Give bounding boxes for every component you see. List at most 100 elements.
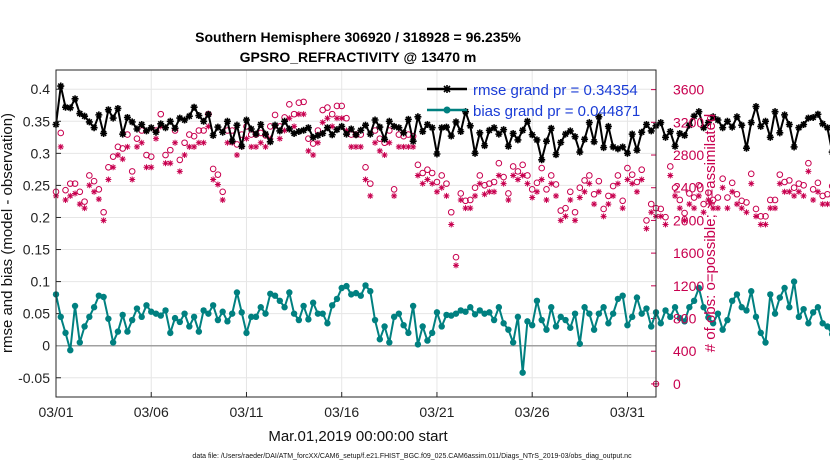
rmse-point bbox=[66, 104, 74, 112]
bias-point bbox=[300, 302, 307, 310]
assimilated-obs-point bbox=[281, 127, 288, 134]
bias-point bbox=[419, 323, 426, 330]
bias-point bbox=[728, 297, 736, 305]
possible-obs-point bbox=[809, 186, 817, 193]
rmse-point bbox=[319, 129, 327, 137]
data-file-footnote: data file: /Users/raeder/DAI/ATM_forcXX/… bbox=[192, 453, 632, 460]
assimilated-obs-point bbox=[414, 172, 421, 179]
possible-obs-point bbox=[390, 186, 398, 193]
assimilated-obs-point bbox=[62, 196, 69, 203]
rmse-point bbox=[557, 138, 565, 146]
assimilated-obs-point bbox=[343, 127, 350, 134]
bias-point bbox=[314, 310, 322, 317]
rmse-point bbox=[690, 112, 698, 120]
bias-point bbox=[662, 307, 669, 314]
rmse-point bbox=[647, 127, 655, 135]
possible-obs-point bbox=[786, 177, 793, 184]
bias-point bbox=[681, 318, 688, 325]
rmse-point bbox=[390, 122, 398, 130]
bias-point bbox=[524, 318, 531, 325]
assimilated-obs-point bbox=[200, 139, 207, 146]
rmse-point bbox=[809, 113, 817, 121]
assimilated-obs-point bbox=[519, 172, 526, 179]
bias-point bbox=[600, 304, 607, 311]
assimilated-obs-point bbox=[772, 205, 779, 212]
rmse-point bbox=[685, 121, 693, 129]
bias-point bbox=[328, 302, 336, 309]
rmse-point bbox=[109, 114, 117, 122]
bias-point bbox=[214, 316, 222, 324]
bias-point bbox=[562, 316, 569, 324]
y-left-tick-label: 0.2 bbox=[31, 209, 51, 225]
bias-point bbox=[514, 313, 522, 321]
possible-obs-point bbox=[471, 184, 479, 192]
rmse-point bbox=[495, 130, 503, 138]
possible-obs-point bbox=[495, 159, 503, 167]
possible-obs-point bbox=[195, 127, 203, 134]
assimilated-obs-point bbox=[472, 192, 479, 199]
bias-point bbox=[443, 311, 450, 319]
rmse-point bbox=[466, 122, 474, 130]
assimilated-obs-point bbox=[138, 139, 145, 146]
rmse-point bbox=[666, 128, 674, 136]
possible-obs-point bbox=[509, 163, 517, 170]
assimilated-obs-point bbox=[329, 123, 336, 130]
rmse-point bbox=[542, 137, 550, 145]
bias-point bbox=[790, 278, 798, 285]
legend-bias-marker bbox=[443, 106, 451, 114]
rmse-point bbox=[385, 117, 393, 125]
rmse-point bbox=[323, 124, 331, 132]
rmse-point bbox=[709, 113, 717, 121]
possible-obs-point bbox=[300, 98, 307, 106]
rmse-point bbox=[552, 151, 560, 159]
possible-obs-point bbox=[590, 190, 598, 198]
rmse-point bbox=[209, 131, 217, 139]
y-left-tick-label: 0.4 bbox=[31, 81, 51, 97]
possible-obs-point bbox=[209, 165, 217, 173]
assimilated-obs-point bbox=[572, 217, 579, 224]
bias-point bbox=[352, 289, 360, 297]
possible-obs-point bbox=[328, 110, 336, 118]
assimilated-obs-point bbox=[576, 194, 583, 201]
assimilated-obs-point bbox=[105, 176, 112, 183]
possible-obs-point bbox=[719, 175, 726, 183]
rmse-point bbox=[490, 124, 498, 132]
bias-point bbox=[771, 310, 779, 317]
assimilated-obs-point bbox=[462, 205, 469, 212]
bias-point bbox=[124, 328, 131, 335]
assimilated-obs-point bbox=[705, 196, 712, 203]
y-right-tick-label: 2400 bbox=[673, 180, 704, 196]
bias-point bbox=[500, 320, 507, 327]
rmse-point bbox=[338, 122, 346, 130]
assimilated-obs-point bbox=[100, 217, 107, 224]
possible-obs-point bbox=[324, 104, 331, 111]
possible-obs-point bbox=[333, 102, 341, 110]
assimilated-obs-point bbox=[729, 188, 736, 195]
y-right-tick-label: 1600 bbox=[673, 245, 704, 261]
rmse-point bbox=[362, 121, 370, 129]
bias-point bbox=[138, 313, 145, 321]
assimilated-obs-point bbox=[119, 156, 126, 163]
rmse-point bbox=[223, 117, 231, 125]
y-right-tick-label: 400 bbox=[673, 343, 697, 359]
bias-point bbox=[62, 329, 69, 337]
y-left-tick-label: 0.3 bbox=[31, 145, 51, 161]
rmse-point bbox=[504, 142, 512, 150]
assimilated-obs-point bbox=[667, 172, 674, 179]
bias-point bbox=[700, 304, 707, 311]
assimilated-obs-point bbox=[419, 180, 426, 187]
possible-obs-point bbox=[595, 177, 603, 185]
possible-obs-point bbox=[766, 196, 774, 204]
bias-point bbox=[800, 305, 807, 313]
rmse-point bbox=[700, 124, 708, 132]
assimilated-obs-point bbox=[448, 221, 455, 228]
rmse-point bbox=[300, 126, 308, 134]
rmse-point bbox=[423, 121, 431, 128]
bias-point bbox=[90, 304, 98, 311]
assimilated-obs-point bbox=[233, 152, 240, 159]
assimilated-obs-point bbox=[57, 143, 64, 150]
assimilated-obs-point bbox=[433, 188, 440, 195]
bias-point bbox=[181, 310, 188, 317]
legend: rmse grand pr = 0.34354 bias grand pr = … bbox=[427, 82, 640, 120]
bias-point bbox=[262, 310, 269, 317]
